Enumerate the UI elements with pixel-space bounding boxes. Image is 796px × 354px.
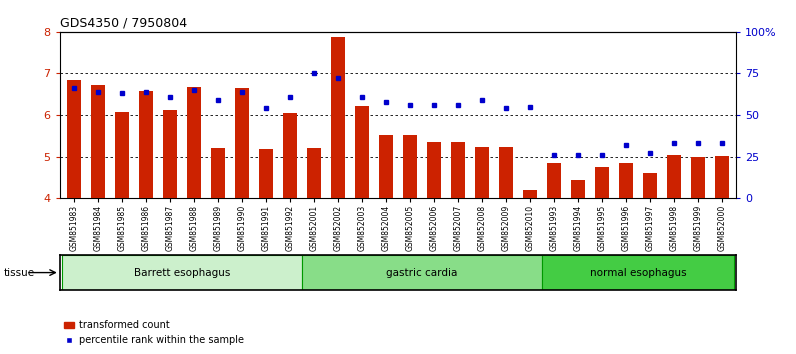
Bar xyxy=(139,91,154,198)
Bar xyxy=(451,142,465,198)
Bar xyxy=(547,163,561,198)
Bar xyxy=(403,135,417,198)
Bar xyxy=(163,110,178,198)
Bar xyxy=(667,155,681,198)
Text: Barrett esophagus: Barrett esophagus xyxy=(134,268,230,278)
Bar xyxy=(474,148,490,198)
Bar xyxy=(542,255,734,290)
Text: GDS4350 / 7950804: GDS4350 / 7950804 xyxy=(60,16,187,29)
Bar xyxy=(715,156,729,198)
Bar xyxy=(355,106,369,198)
Bar xyxy=(235,88,249,198)
Bar xyxy=(427,142,441,198)
Bar xyxy=(259,149,273,198)
Bar xyxy=(91,85,105,198)
Bar xyxy=(283,113,297,198)
Bar xyxy=(62,255,302,290)
Text: normal esophagus: normal esophagus xyxy=(590,268,686,278)
Bar xyxy=(187,87,201,198)
Bar xyxy=(618,163,633,198)
Bar xyxy=(331,37,345,198)
Text: tissue: tissue xyxy=(4,268,35,278)
Bar xyxy=(571,179,585,198)
Bar xyxy=(306,148,322,198)
Bar xyxy=(642,173,657,198)
Bar xyxy=(211,148,225,198)
Bar xyxy=(523,190,537,198)
Bar xyxy=(691,158,705,198)
Legend: transformed count, percentile rank within the sample: transformed count, percentile rank withi… xyxy=(60,316,248,349)
Bar xyxy=(595,167,609,198)
Bar xyxy=(115,112,129,198)
Bar xyxy=(499,148,513,198)
Bar xyxy=(379,135,393,198)
Text: gastric cardia: gastric cardia xyxy=(386,268,458,278)
Bar xyxy=(302,255,542,290)
Bar xyxy=(67,80,81,198)
